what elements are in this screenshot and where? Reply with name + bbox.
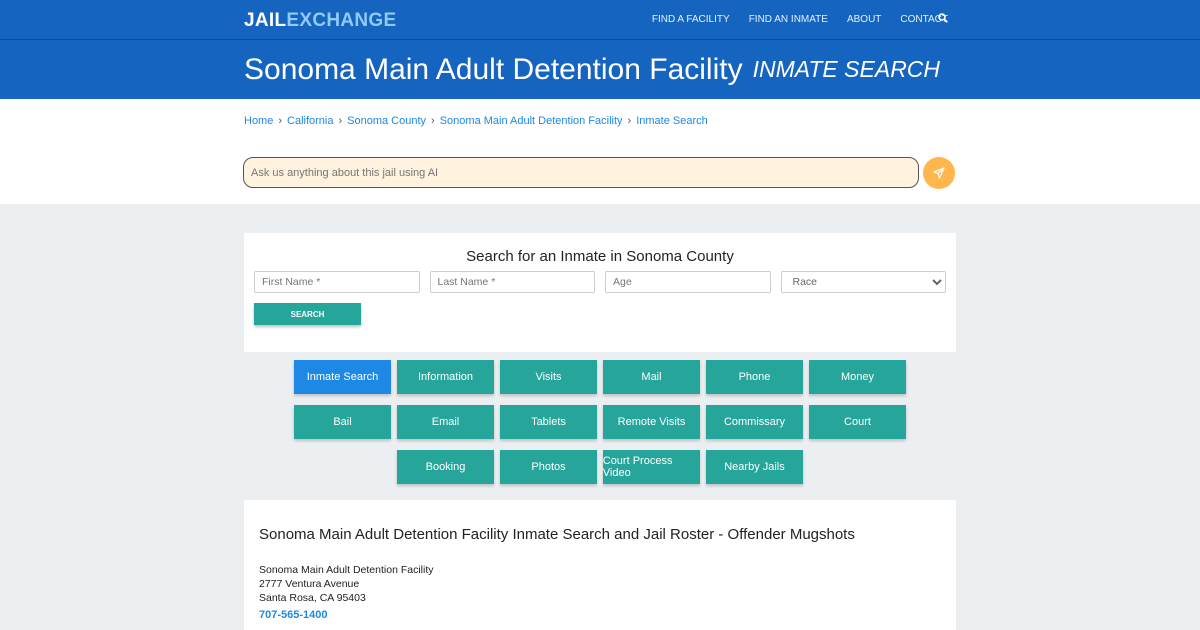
- chevron-right-icon: ›: [431, 115, 435, 127]
- tab-mail[interactable]: Mail: [602, 360, 701, 394]
- chevron-right-icon: ›: [278, 115, 283, 127]
- tab-nearby-jails[interactable]: Nearby Jails: [705, 450, 804, 484]
- title-band: Sonoma Main Adult Detention Facility INM…: [0, 40, 1200, 99]
- menu-find-facility[interactable]: FIND A FACILITY: [651, 14, 730, 25]
- tab-remote-visits[interactable]: Remote Visits: [602, 405, 701, 439]
- tab-commissary[interactable]: Commissary: [705, 405, 804, 439]
- facility-phone-link[interactable]: 707-565-1400: [259, 609, 328, 621]
- tab-court[interactable]: Court: [808, 405, 907, 439]
- logo-part1: JAIL: [244, 10, 287, 31]
- section-tabs: Inmate Search Information Visits Mail Phone M…: [244, 360, 956, 484]
- inmate-search-form: Search for an Inmate in Sonoma County Ra…: [244, 233, 956, 352]
- page-title: Sonoma Main Adult Detention Facility: [244, 52, 743, 86]
- age-input[interactable]: [605, 271, 771, 293]
- logo[interactable]: JAILEXCHANGE: [244, 10, 396, 32]
- tab-bail[interactable]: Bail: [293, 405, 392, 439]
- tab-information[interactable]: Information: [396, 360, 495, 394]
- race-select[interactable]: Race: [780, 271, 946, 293]
- facility-info: Sonoma Main Adult Detention Facility Inm…: [244, 500, 956, 630]
- facility-city: Santa Rosa, CA 95403: [259, 592, 366, 604]
- top-section: Home › California › Sonoma County › Sonoma …: [0, 99, 1200, 204]
- paper-plane-icon: [933, 167, 945, 179]
- tab-visits[interactable]: Visits: [499, 360, 598, 394]
- page-subtitle: INMATE SEARCH: [752, 56, 941, 82]
- tab-tablets[interactable]: Tablets: [499, 405, 598, 439]
- facility-name: Sonoma Main Adult Detention Facility: [259, 564, 434, 576]
- facility-street: 2777 Ventura Avenue: [259, 578, 360, 590]
- ai-question-input[interactable]: [243, 157, 919, 188]
- crumb-state[interactable]: California: [287, 115, 334, 127]
- search-button[interactable]: SEARCH: [254, 303, 361, 325]
- search-form-title: Search for an Inmate in Sonoma County: [466, 248, 734, 265]
- crumb-home[interactable]: Home: [244, 115, 274, 127]
- crumb-inmate-search[interactable]: Inmate Search: [636, 115, 708, 127]
- logo-part2: EXCHANGE: [286, 10, 397, 31]
- breadcrumb: Home › California › Sonoma County › Sonoma …: [244, 115, 708, 127]
- last-name-input[interactable]: [429, 271, 595, 293]
- tab-money[interactable]: Money: [808, 360, 907, 394]
- info-heading: Sonoma Main Adult Detention Facility Inm…: [259, 526, 855, 543]
- tab-email[interactable]: Email: [396, 405, 495, 439]
- crumb-facility[interactable]: Sonoma Main Adult Detention Facility: [439, 115, 623, 127]
- menu-about[interactable]: ABOUT: [846, 14, 882, 25]
- send-button[interactable]: [923, 157, 955, 189]
- menu-contact[interactable]: CONTACT: [900, 14, 948, 25]
- chevron-right-icon: ›: [627, 115, 632, 127]
- crumb-county[interactable]: Sonoma County: [347, 115, 427, 127]
- menu-find-inmate[interactable]: FIND AN INMATE: [748, 14, 828, 25]
- tab-inmate-search[interactable]: Inmate Search: [293, 360, 392, 394]
- chevron-right-icon: ›: [338, 115, 343, 127]
- tab-phone[interactable]: Phone: [705, 360, 804, 394]
- tab-photos[interactable]: Photos: [499, 450, 598, 484]
- main-menu: FIND A FACILITY FIND AN INMATE ABOUT CON…: [652, 14, 948, 25]
- search-icon[interactable]: [938, 13, 948, 23]
- tab-court-process-video[interactable]: Court Process Video: [602, 450, 701, 484]
- first-name-input[interactable]: [254, 271, 420, 293]
- tab-booking[interactable]: Booking: [396, 450, 495, 484]
- top-nav: JAILEXCHANGE FIND A FACILITY FIND AN INM…: [0, 0, 1200, 40]
